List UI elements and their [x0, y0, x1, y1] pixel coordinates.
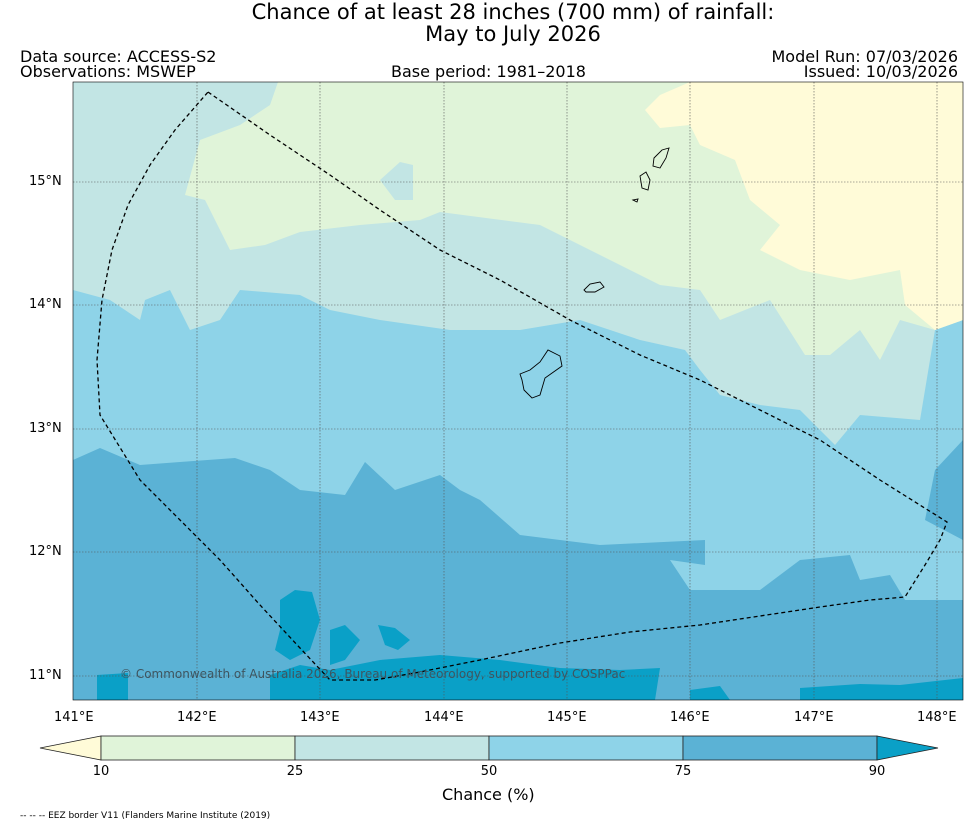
colorbar-tick-10: 10	[92, 764, 110, 779]
base-period-label: Base period: 1981–2018	[391, 62, 586, 81]
model-run-label: Model Run: 07/03/2026	[771, 47, 959, 66]
colorbar-tick-50: 50	[480, 764, 498, 779]
x-tick-144e: 144°E	[424, 710, 464, 725]
band-above-90-c	[378, 625, 410, 650]
band-above-90-e	[270, 655, 660, 700]
eez-border	[96, 91, 948, 681]
issued-label: Issued: 10/03/2026	[803, 62, 958, 81]
x-tick-141e: 141°E	[54, 710, 94, 725]
band-25-50-patch	[380, 162, 413, 200]
band-above-90-d	[97, 673, 128, 700]
map-title-line2: May to July 2026	[425, 22, 601, 46]
tinian-outline	[639, 171, 651, 191]
y-tick-12n: 12°N	[29, 544, 62, 559]
x-tick-147e: 147°E	[794, 710, 834, 725]
colorbar-label: Chance (%)	[442, 785, 535, 804]
map-frame	[72, 81, 964, 701]
map-gridlines	[73, 82, 963, 700]
colorbar-below-10	[39, 735, 102, 761]
colorbar-tick-90: 90	[868, 764, 886, 779]
copyright-notice: © Commonwealth of Australia 2026, Bureau…	[120, 667, 626, 681]
guam-outline	[519, 349, 563, 399]
island-outlines	[519, 147, 670, 399]
band-above-90-b	[330, 625, 360, 665]
x-tick-143e: 143°E	[300, 710, 340, 725]
aguijan-outline	[631, 198, 639, 203]
colorbar	[39, 735, 939, 761]
y-tick-13n: 13°N	[29, 421, 62, 436]
observations-label: Observations: MSWEP	[20, 62, 196, 81]
y-tick-15n: 15°N	[29, 174, 62, 189]
colorbar-50-75	[488, 735, 684, 761]
x-tick-145e: 145°E	[547, 710, 587, 725]
colorbar-75-90	[682, 735, 878, 761]
colorbar-10-25	[100, 735, 296, 761]
saipan-outline	[652, 147, 670, 169]
data-source-label: Data source: ACCESS-S2	[20, 47, 217, 66]
band-above-90-f	[690, 686, 730, 700]
x-tick-146e: 146°E	[670, 710, 710, 725]
colorbar-25-50	[294, 735, 490, 761]
band-below-10	[645, 82, 963, 330]
map-title-line1: Chance of at least 28 inches (700 mm) of…	[251, 0, 775, 24]
rota-outline	[583, 281, 605, 293]
x-tick-148e: 148°E	[917, 710, 957, 725]
colorbar-tick-25: 25	[286, 764, 304, 779]
y-tick-14n: 14°N	[29, 297, 62, 312]
colorbar-above-90	[876, 735, 939, 761]
colorbar-tick-75: 75	[674, 764, 692, 779]
x-tick-142e: 142°E	[177, 710, 217, 725]
eez-footnote: -- -- -- EEZ border V11 (Flanders Marine…	[20, 811, 271, 821]
band-above-90-g	[800, 678, 963, 700]
y-tick-11n: 11°N	[29, 668, 62, 683]
band-above-90-a	[275, 590, 320, 660]
